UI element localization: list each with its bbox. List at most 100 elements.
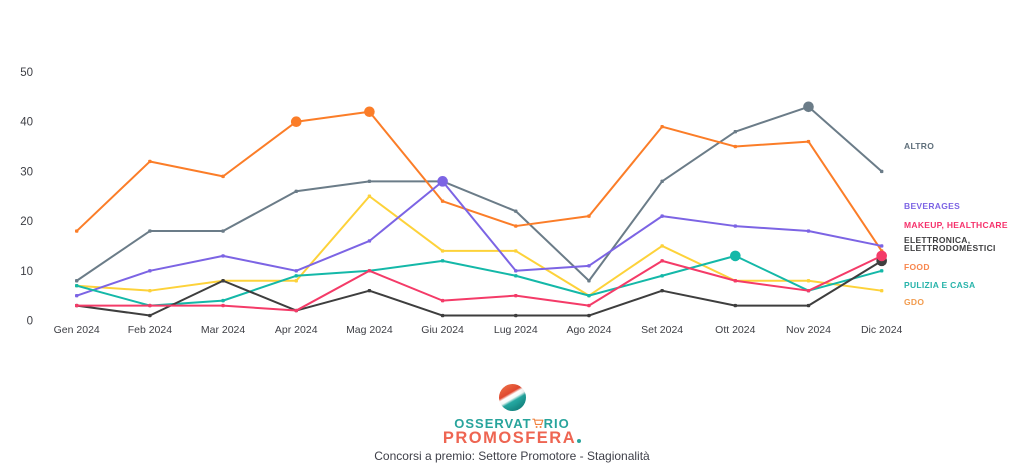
data-point-marker [660, 274, 664, 278]
logo-text-rio: RIO [543, 416, 570, 431]
data-point-marker [148, 313, 152, 318]
data-point-marker [514, 224, 518, 228]
data-point-marker [148, 288, 152, 293]
data-point-marker [879, 288, 884, 293]
data-point-marker [514, 313, 518, 318]
series-line-food [75, 110, 883, 252]
data-point-marker [221, 174, 225, 179]
cart-icon [531, 418, 544, 429]
y-axis-tick-50: 50 [20, 67, 33, 79]
y-axis-tick-10: 10 [20, 266, 33, 278]
data-point-marker [587, 279, 591, 283]
data-point-marker [587, 313, 591, 318]
y-axis-tick-0: 0 [27, 316, 33, 328]
data-point-marker [440, 249, 445, 253]
data-point-marker [367, 269, 372, 273]
data-point-marker [587, 303, 591, 308]
globe-icon [498, 384, 526, 411]
data-point-marker [660, 214, 664, 218]
x-axis-label-lug-2024: Lug 2024 [494, 324, 538, 336]
x-axis-label-nov-2024: Nov 2024 [786, 324, 831, 336]
data-point-marker [148, 303, 152, 308]
data-point-marker [879, 169, 884, 174]
highlight-dot-beverages [437, 176, 448, 187]
data-point-marker [367, 194, 372, 198]
logo-wordmark-osservatorio: OSSERVAT RIO [0, 417, 1024, 431]
data-point-marker [879, 269, 884, 273]
data-point-marker [294, 274, 298, 278]
y-axis-tick-20: 20 [20, 216, 33, 228]
logo-text-osservat: OSSERVAT [454, 416, 532, 431]
data-point-marker [148, 269, 152, 273]
data-point-marker [75, 279, 79, 283]
data-point-marker [514, 269, 518, 273]
series-line-beverages [75, 180, 883, 297]
logo-accent-dot [577, 439, 582, 443]
series-line-gdo [75, 195, 883, 297]
x-axis-label-dic-2024: Dic 2024 [861, 324, 903, 336]
data-point-marker [733, 279, 738, 283]
x-axis-label-mag-2024: Mag 2024 [346, 324, 393, 336]
data-point-marker [440, 199, 445, 203]
data-point-marker [75, 293, 79, 298]
data-point-marker [221, 254, 225, 258]
x-axis-label-apr-2024: Apr 2024 [275, 324, 318, 336]
highlight-dot-pulizia-e-casa [730, 250, 741, 262]
data-point-marker [514, 293, 518, 298]
highlight-dot-makeup-healthcare [876, 250, 887, 262]
chart-caption: Concorsi a premio: Settore Promotore - S… [374, 449, 650, 463]
data-point-marker [440, 313, 445, 318]
highlight-dot-food [290, 116, 302, 127]
series-line-pulizia-e-casa [75, 254, 883, 307]
data-point-marker [733, 303, 738, 308]
data-point-marker [75, 284, 79, 288]
data-point-marker [587, 264, 591, 268]
data-point-marker [294, 279, 298, 283]
data-point-marker [587, 214, 591, 218]
x-axis-label-feb-2024: Feb 2024 [128, 324, 173, 336]
data-point-marker [440, 259, 445, 263]
series-line-elettronica-elettrodomestici [75, 259, 883, 317]
data-point-marker [733, 129, 738, 134]
data-point-marker [514, 209, 518, 213]
data-point-marker [514, 274, 518, 278]
data-point-marker [367, 179, 372, 184]
data-point-marker [806, 303, 811, 308]
data-point-marker [148, 229, 152, 233]
promosfera-logo: OSSERVAT RIO PROMOSFERA Concorsi a premio… [0, 384, 1024, 463]
data-point-marker [733, 224, 738, 228]
data-point-marker [879, 244, 884, 248]
y-axis-tick-30: 30 [20, 166, 33, 178]
data-point-marker [75, 303, 79, 308]
data-point-marker [514, 249, 518, 253]
highlight-dot-altro [803, 101, 814, 113]
x-axis-label-gen-2024: Gen 2024 [54, 324, 100, 336]
series-line-makeup-healthcare [75, 254, 883, 312]
data-point-marker [221, 229, 225, 233]
data-point-marker [440, 298, 445, 303]
data-point-marker [660, 288, 664, 293]
data-point-marker [806, 139, 811, 144]
data-point-marker [148, 159, 152, 164]
x-axis-label-set-2024: Set 2024 [641, 324, 683, 336]
highlight-dot-food [364, 106, 375, 118]
data-point-marker [806, 279, 811, 283]
data-point-marker [660, 259, 664, 263]
data-point-marker [367, 239, 372, 243]
x-axis-label-mar-2024: Mar 2024 [201, 324, 246, 336]
data-point-marker [294, 308, 298, 313]
data-point-marker [733, 144, 738, 149]
data-point-marker [660, 179, 664, 184]
x-axis-label-ott-2024: Ott 2024 [715, 324, 755, 336]
data-point-marker [660, 124, 664, 129]
data-point-marker [367, 288, 372, 293]
x-axis-label-ago-2024: Ago 2024 [566, 324, 611, 336]
data-point-marker [806, 288, 811, 293]
data-point-marker [806, 229, 811, 233]
data-point-marker [294, 269, 298, 273]
logo-wordmark-promosfera: PROMOSFERA [0, 430, 1024, 446]
x-axis-label-giu-2024: Giu 2024 [421, 324, 464, 336]
data-point-marker [221, 298, 225, 303]
